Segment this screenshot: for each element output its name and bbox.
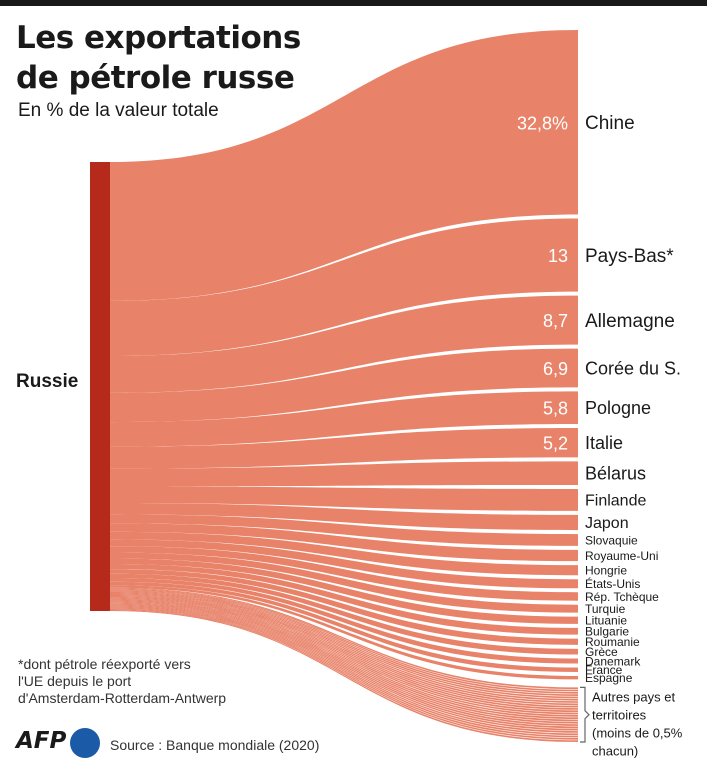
flow-band-other-20 xyxy=(110,606,578,733)
value-label-coree-du-s: 6,9 xyxy=(543,359,568,379)
country-label-roumanie: Roumanie xyxy=(585,635,640,649)
flow-band-rep-tcheque xyxy=(110,546,578,601)
flow-band-other-9 xyxy=(110,595,578,708)
flow-band-italie xyxy=(110,428,578,469)
footnote-line-3: d'Amsterdam-Rotterdam-Antwerp xyxy=(18,690,227,706)
country-label-pologne: Pologne xyxy=(585,398,651,418)
country-label-allemagne: Allemagne xyxy=(585,311,675,332)
flow-band-turquie xyxy=(110,552,578,613)
source-bar xyxy=(90,162,110,611)
flow-band-other-12 xyxy=(110,598,578,715)
others-label-line-3: (moins de 0,5% xyxy=(592,725,683,740)
logo-text: AFP xyxy=(16,728,67,754)
flow-band-allemagne xyxy=(110,295,578,393)
flow-band-other-21 xyxy=(110,607,578,736)
flow-band-pologne xyxy=(110,391,578,447)
country-label-danemark: Danemark xyxy=(585,654,641,668)
country-label-espagne: Espagne xyxy=(585,671,633,685)
flow-band-other-14 xyxy=(110,600,578,719)
footnote-line-1: *dont pétrole réexporté vers xyxy=(18,656,191,672)
flow-band-other-5 xyxy=(110,591,578,699)
chart-title-line-1: Les exportations xyxy=(16,20,301,56)
country-label-italie: Italie xyxy=(585,433,623,453)
country-label-bulgarie: Bulgarie xyxy=(585,625,629,639)
source-label: Russie xyxy=(16,371,78,392)
flow-band-danemark xyxy=(110,577,578,664)
flow-band-belarus xyxy=(110,461,578,487)
flow-band-royaume-uni xyxy=(110,523,578,562)
country-label-turquie: Turquie xyxy=(585,602,626,616)
flow-band-other-6 xyxy=(110,592,578,701)
footnote-line-2: l'UE depuis le port xyxy=(18,673,132,689)
flow-band-other-24 xyxy=(110,610,578,742)
country-label-japon: Japon xyxy=(585,515,629,532)
logo-dot-icon xyxy=(70,728,100,758)
afp-logo: AFP xyxy=(16,728,106,758)
flow-band-japon xyxy=(110,502,578,531)
others-bracket xyxy=(580,686,590,743)
country-label-belarus: Bélarus xyxy=(585,464,646,484)
flow-band-other-22 xyxy=(110,608,578,738)
flow-band-chine xyxy=(110,30,578,301)
flow-band-france xyxy=(110,581,578,673)
country-label-grece: Grèce xyxy=(585,645,618,659)
country-label-lituanie: Lituanie xyxy=(585,614,627,628)
flow-band-other-16 xyxy=(110,602,578,724)
country-label-chine: Chine xyxy=(585,113,635,134)
country-label-rep-tcheque: Rép. Tchèque xyxy=(585,590,659,604)
country-label-finlande: Finlande xyxy=(585,493,646,510)
flow-band-other-1 xyxy=(110,587,578,690)
others-label-line-1: Autres pays et xyxy=(592,689,675,704)
flow-band-other-23 xyxy=(110,609,578,740)
flow-band-other-8 xyxy=(110,594,578,706)
others-label-line-2: territoires xyxy=(592,707,647,722)
flow-band-other-7 xyxy=(110,593,578,703)
country-label-royaume-uni: Royaume-Uni xyxy=(585,549,658,563)
country-label-hongrie: Hongrie xyxy=(585,564,627,578)
flow-band-grece xyxy=(110,573,578,655)
flow-band-other-4 xyxy=(110,590,578,696)
value-label-pays-bas: 13 xyxy=(548,246,568,266)
flow-band-pays-bas xyxy=(110,218,578,357)
flow-band-coree-du-s xyxy=(110,348,578,423)
flow-band-bulgarie xyxy=(110,563,578,635)
flow-band-other-18 xyxy=(110,604,578,729)
value-label-italie: 5,2 xyxy=(543,434,568,454)
flow-band-lituanie xyxy=(110,558,578,624)
flow-band-other-13 xyxy=(110,599,578,717)
flow-band-roumanie xyxy=(110,569,578,645)
flow-band-other-19 xyxy=(110,605,578,731)
source-note: Source : Banque mondiale (2020) xyxy=(110,737,320,753)
country-label-etats-unis: États-Unis xyxy=(585,576,640,591)
flow-band-finlande xyxy=(110,486,578,511)
value-label-pologne: 5,8 xyxy=(543,399,568,419)
chart-subtitle: En % de la valeur totale xyxy=(18,100,219,121)
country-label-coree-du-s: Corée du S. xyxy=(585,358,681,378)
flow-band-other-11 xyxy=(110,597,578,713)
flow-band-other-15 xyxy=(110,601,578,722)
flow-band-other-10 xyxy=(110,596,578,710)
chart-title-line-2: de pétrole russe xyxy=(16,60,295,96)
country-label-france: France xyxy=(585,663,623,677)
flow-band-other-2 xyxy=(110,588,578,692)
country-label-pays-bas: Pays-Bas* xyxy=(585,246,674,267)
flow-band-other-17 xyxy=(110,603,578,726)
others-label-line-4: chacun) xyxy=(592,743,638,758)
flow-band-slovaquie xyxy=(110,514,578,546)
chart-title: Les exportations de pétrole russe xyxy=(16,18,316,98)
footnote: *dont pétrole réexporté vers l'UE depuis… xyxy=(18,656,258,707)
value-label-chine: 32,8% xyxy=(517,113,568,133)
country-label-slovaquie: Slovaquie xyxy=(585,533,638,547)
value-label-allemagne: 8,7 xyxy=(543,311,568,331)
flow-band-hongrie xyxy=(110,531,578,576)
flow-band-espagne xyxy=(110,585,578,680)
top-rule xyxy=(0,0,707,6)
flow-band-etats-unis xyxy=(110,539,578,589)
flow-band-other-3 xyxy=(110,589,578,694)
